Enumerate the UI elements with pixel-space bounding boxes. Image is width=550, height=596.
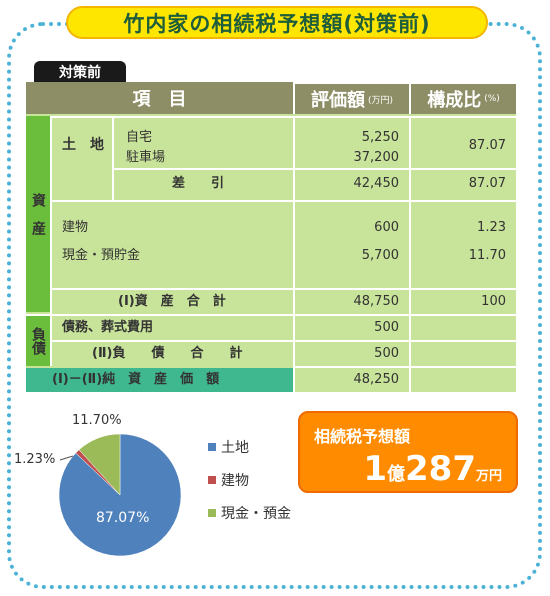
other-assets: 建物 現金・預貯金	[50, 200, 293, 288]
legend-land: 土地	[208, 437, 249, 457]
debt-funeral-value-text: 500	[374, 320, 399, 335]
assets-side-label: 資 産	[26, 116, 50, 312]
liabilities-side-label: 負債	[26, 314, 50, 366]
land-ratio: 87.07	[409, 116, 516, 168]
legend-label-cash: 現金・預金	[221, 506, 291, 522]
result-amount-num2: 287	[405, 449, 476, 489]
debt-funeral-label: 債務、葬式費用	[50, 314, 293, 340]
header-item: 項 目	[26, 82, 293, 114]
asset-building-ratio: 1.23	[477, 220, 506, 235]
land-label: 土 地	[50, 116, 112, 200]
other-asset-values: 600 5,700	[293, 200, 409, 288]
total-assets-ratio: 100	[409, 288, 516, 314]
legend-label-land: 土地	[221, 440, 249, 456]
estate-table: 項 目 評価額 (万円) 構成比 (%) 資 産 土 地 自宅 駐車場 5,250 …	[26, 82, 516, 392]
land-item-home: 自宅	[126, 130, 153, 145]
net-assets-value: 48,250	[293, 366, 409, 392]
asset-building-label: 建物	[62, 220, 89, 235]
inheritance-tax-result: 相続税予想額 1億287万円	[298, 411, 518, 493]
header-value-label: 評価額	[310, 90, 365, 111]
result-amount: 1億287万円	[363, 449, 502, 489]
composition-pie-chart	[58, 433, 182, 557]
asset-building-value: 600	[374, 220, 399, 235]
debt-funeral-ratio	[409, 314, 516, 340]
land-value-parking: 37,200	[353, 150, 400, 165]
result-amount-unit: 万円	[475, 469, 502, 484]
subtotal-ratio: 87.07	[409, 168, 516, 200]
asset-cash-ratio: 11.70	[468, 248, 506, 263]
land-value-home: 5,250	[361, 130, 399, 145]
subtotal-value: 42,450	[293, 168, 409, 200]
land-values: 5,250 37,200	[293, 116, 409, 168]
land-item-parking: 駐車場	[126, 150, 166, 165]
result-amount-oku: 億	[387, 464, 405, 485]
pie-label-building: 1.23%	[14, 452, 56, 467]
land-items: 自宅 駐車場	[112, 116, 293, 168]
pie-label-cash: 11.70%	[72, 413, 122, 428]
result-label: 相続税予想額	[314, 427, 411, 446]
total-liabilities-label: (Ⅱ)負 債 合 計	[50, 340, 293, 366]
legend-building: 建物	[208, 470, 249, 490]
subtotal-label: 差 引	[112, 168, 293, 200]
header-value: 評価額 (万円)	[293, 82, 409, 114]
total-liabilities-ratio	[409, 340, 516, 366]
asset-cash-label: 現金・預貯金	[62, 248, 141, 263]
legend-cash: 現金・預金	[208, 503, 291, 523]
header-ratio-label: 構成比	[427, 90, 482, 111]
total-assets-value: 48,750	[293, 288, 409, 314]
pie-leader-line	[59, 455, 74, 461]
pie-label-land: 87.07%	[96, 510, 150, 526]
legend-swatch-cash	[208, 509, 216, 517]
total-assets-label: (Ⅰ)資 産 合 計	[50, 288, 293, 314]
before-measures-tag: 対策前	[34, 61, 126, 83]
header-ratio-unit: (%)	[484, 94, 500, 104]
legend-label-building: 建物	[221, 473, 249, 489]
debt-funeral-value: 500	[293, 314, 409, 340]
page-title: 竹内家の相続税予想額(対策前)	[123, 11, 431, 36]
result-amount-num: 1	[363, 449, 387, 489]
header-ratio: 構成比 (%)	[409, 82, 516, 114]
legend-swatch-land	[208, 443, 216, 451]
other-asset-ratios: 1.23 11.70	[409, 200, 516, 288]
header-value-unit: (万円)	[367, 95, 394, 106]
total-liabilities-value: 500	[293, 340, 409, 366]
pie-slice-cash	[78, 433, 121, 496]
net-assets-ratio	[409, 366, 516, 392]
title-banner: 竹内家の相続税予想額(対策前)	[66, 6, 488, 39]
legend-swatch-building	[208, 476, 216, 484]
net-assets-label: (Ⅰ)－(Ⅱ)純 資 産 価 額	[26, 368, 293, 392]
asset-cash-value: 5,700	[361, 248, 399, 263]
